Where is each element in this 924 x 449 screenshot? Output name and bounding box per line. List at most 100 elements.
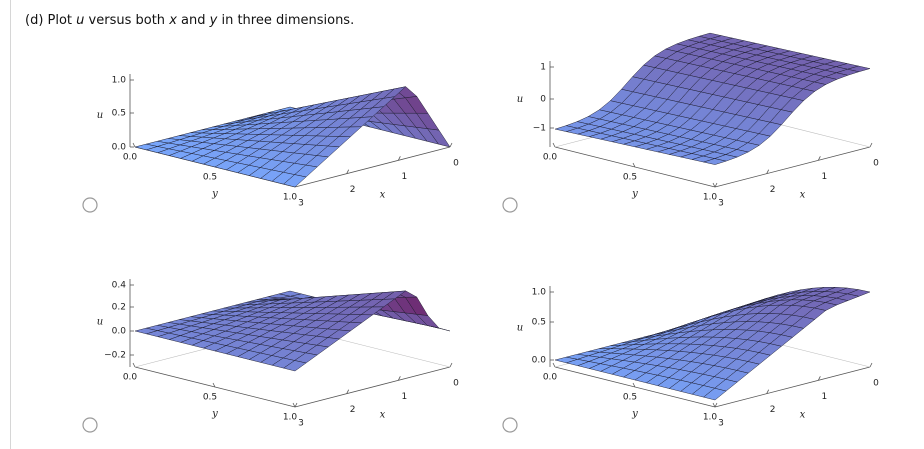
tick-mark [132,362,136,368]
x-axis-label: x [800,190,806,201]
u-tick-label: −0.2 [104,351,126,361]
y-tick-label: 0.5 [203,173,217,183]
answer-radio[interactable] [502,197,518,213]
u-tick-label: 0 [540,95,546,105]
tick-mark [869,362,873,368]
tick-mark [766,389,770,394]
tick-mark [869,142,873,148]
tick-mark [552,362,556,368]
tick-mark [292,402,296,408]
y-tick-label: 1.0 [703,193,718,203]
x-tick-label: 0 [873,379,879,389]
tick-mark [632,162,636,168]
tick-mark [449,142,453,148]
y-axis-label: y [211,409,218,420]
x-tick-label: 3 [298,199,304,209]
u-tick-label: 0.4 [112,281,127,291]
question-part: (d) Plot [25,13,76,28]
question-text: (d) Plot u versus both x and y in three … [25,13,354,28]
surface-patch [283,174,307,188]
x-tick-label: 1 [401,172,407,182]
surface-patch [703,388,727,401]
answer-radio[interactable] [82,417,98,433]
tick-mark [766,169,770,174]
tick-mark [714,402,718,408]
u-tick-label: 0.0 [532,356,547,366]
x-tick-label: 1 [821,172,827,182]
u-axis-label: u [97,110,103,121]
plot-3d: 1.0 0.5 0.0 u 0.0 0.5 1.0 y 3 2 1 0 x [97,74,459,209]
x-tick-label: 3 [718,199,724,209]
answer-radio[interactable] [502,417,518,433]
tick-mark [552,142,556,148]
x-axis-label: x [800,410,806,421]
x-tick-label: 1 [821,392,827,402]
y-tick-label: 0.0 [543,153,558,163]
x-tick-label: 0 [453,159,459,169]
x-tick-label: 2 [350,405,356,415]
question-part: u [76,13,84,28]
x-tick-label: 2 [350,185,356,195]
axis-line [714,366,871,408]
y-tick-label: 0.5 [623,173,637,183]
x-tick-label: 1 [401,392,407,402]
y-tick-label: 0.0 [123,153,138,163]
tick-mark [397,156,401,161]
question-part: in three dimensions. [217,13,354,28]
u-axis-label: u [97,317,103,328]
x-tick-label: 0 [453,379,459,389]
tick-mark [817,376,821,381]
tick-mark [346,389,350,394]
u-tick-label: 1.0 [532,288,547,298]
axis-line [294,366,451,408]
x-tick-label: 2 [770,185,776,195]
y-tick-label: 0.5 [203,393,217,403]
plot-3d: 1.0 0.5 0.0 u 0.0 0.5 1.0 y 3 2 1 0 x [517,286,879,429]
answer-radio[interactable] [82,197,98,213]
y-tick-label: 1.0 [703,413,718,423]
x-tick-label: 3 [298,419,304,429]
axis-line [294,146,451,188]
x-tick-label: 0 [873,159,879,169]
plot-3d: 0.4 0.2 0.0 −0.2 u 0.0 0.5 1.0 y 3 2 1 0 x [97,279,459,429]
tick-mark [346,169,350,174]
question-part: x [168,13,177,28]
u-tick-label: 0.5 [532,318,546,328]
tick-mark [397,376,401,381]
tick-mark [632,382,636,388]
u-tick-label: 0.5 [112,109,126,119]
tick-mark [817,156,821,161]
surface-patch [703,158,727,165]
y-tick-label: 0.0 [123,373,138,383]
axis-line [714,146,871,188]
x-tick-label: 3 [718,419,724,429]
u-tick-label: 1.0 [112,76,127,86]
u-axis-label: u [517,94,523,105]
question-part: y [209,13,218,28]
y-axis-label: y [211,189,218,200]
tick-mark [132,142,136,148]
y-tick-label: 1.0 [283,413,298,423]
x-axis-label: x [380,410,386,421]
y-axis-label: y [631,409,638,420]
tick-mark [712,402,716,408]
u-tick-label: 0.0 [112,143,127,153]
u-tick-label: 0.0 [112,327,127,337]
tick-mark [712,182,716,188]
plot-3d: 1 0 −1 u 0.0 0.5 1.0 y 3 2 1 0 x [517,32,879,209]
u-tick-label: 1 [540,63,546,73]
question-part: and [177,13,210,28]
tick-mark [212,382,216,388]
question-part: versus both [84,13,169,28]
u-tick-label: 0.2 [112,303,126,313]
surface-patch [283,360,307,372]
tick-mark [294,402,298,408]
u-tick-label: −1 [533,124,546,134]
y-tick-label: 0.0 [543,373,558,383]
x-axis-label: x [380,190,386,201]
y-tick-label: 0.5 [623,393,637,403]
y-tick-label: 1.0 [283,193,298,203]
tick-mark [714,182,718,188]
